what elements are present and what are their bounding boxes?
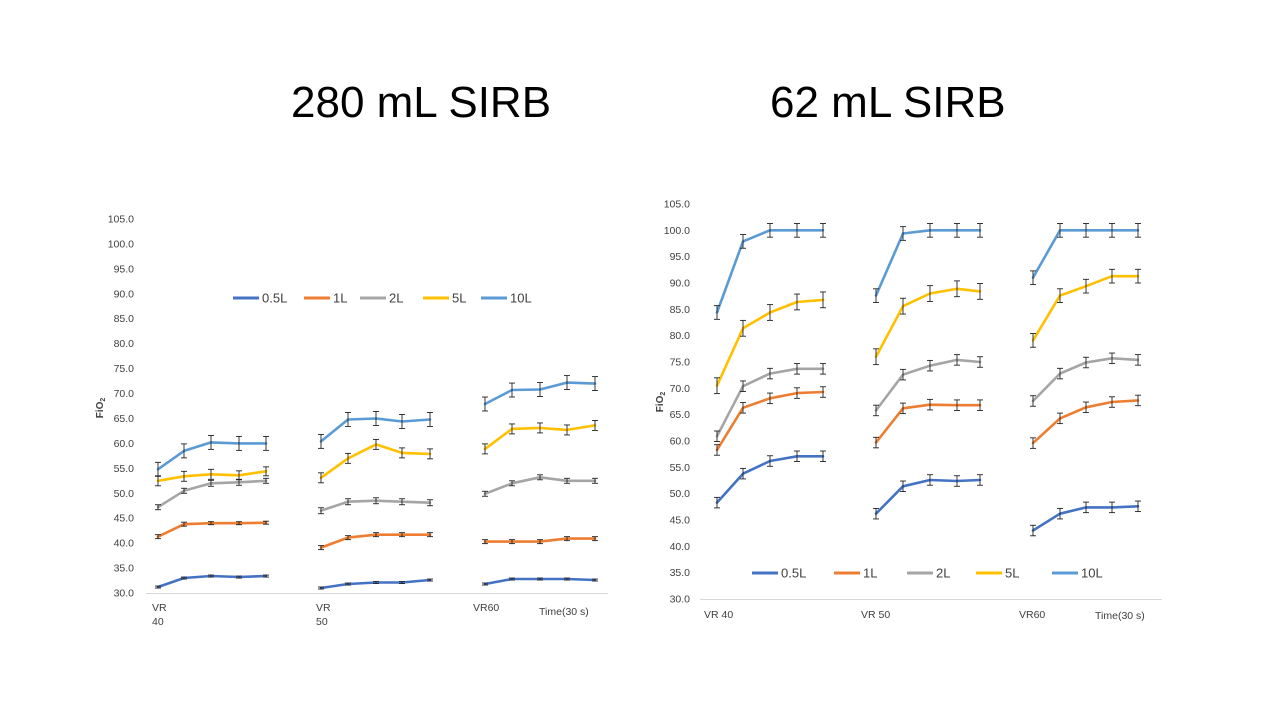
chart1-y-tick-label: 95.0 <box>114 263 135 275</box>
chart2-series-line-1L <box>874 403 982 444</box>
slide-title-62ml: 62 mL SIRB <box>770 78 1006 127</box>
chart2-y-tick-label: 35.0 <box>670 567 691 579</box>
chart1-y-tick-label: 45.0 <box>114 513 135 525</box>
chart1-y-tick-label: 85.0 <box>114 313 135 325</box>
chart1-legend-label: 10L <box>510 291 532 306</box>
chart2-y-tick-label: 100.0 <box>664 225 690 237</box>
chart2-y-tick-label: 80.0 <box>670 330 691 342</box>
chart1-x-group-label: 40 <box>152 616 164 628</box>
chart2-y-tick-label: 85.0 <box>670 304 691 316</box>
chart2-y-tick-label: 65.0 <box>670 409 691 421</box>
chart2-legend-label: 1L <box>863 566 877 581</box>
chart2-y-tick-label: 95.0 <box>670 251 691 263</box>
chart2-series-line-0.5L <box>1031 504 1140 532</box>
chart1-x-axis-title: Time(30 s) <box>539 606 589 618</box>
chart1-x-group-label: VR60 <box>473 602 499 614</box>
chart1-y-tick-label: 35.0 <box>114 563 135 575</box>
chart2-y-tick-label: 30.0 <box>670 594 691 606</box>
chart1-y-tick-label: 75.0 <box>114 363 135 375</box>
chart2-y-tick-label: 40.0 <box>670 541 691 553</box>
chart1-y-tick-label: 50.0 <box>114 488 135 500</box>
chart2-y-tick-label: 90.0 <box>670 278 691 290</box>
chart1-y-tick-label: 70.0 <box>114 388 135 400</box>
chart1-legend-label: 0.5L <box>262 291 287 306</box>
chart2-y-tick-label: 105.0 <box>664 199 690 211</box>
chart1-x-group-label: 50 <box>316 616 328 628</box>
chart2-x-group-label: VR 40 <box>704 609 733 621</box>
chart1-y-tick-label: 80.0 <box>114 338 135 350</box>
chart2-legend-label: 5L <box>1005 566 1019 581</box>
chart1-y-tick-label: 90.0 <box>114 288 135 300</box>
chart1-x-group-label: VR <box>152 602 167 614</box>
chart1-y-tick-label: 40.0 <box>114 538 135 550</box>
chart1-x-group-label: VR <box>316 602 331 614</box>
chart2-x-group-label: VR 50 <box>861 609 890 621</box>
chart2-y-tick-label: 60.0 <box>670 436 691 448</box>
chart1-y-axis-label: FiO2 <box>95 398 107 419</box>
chart2-series-line-1L <box>1031 399 1140 445</box>
chart1-series-line-10L <box>156 441 268 471</box>
chart1-y-tick-label: 65.0 <box>114 413 135 425</box>
chart1-y-tick-label: 60.0 <box>114 438 135 450</box>
chart1-series-line-10L <box>319 417 432 443</box>
chart1-y-tick-label: 55.0 <box>114 463 135 475</box>
chart2-series-line-2L <box>1031 356 1140 403</box>
chart2-y-tick-label: 75.0 <box>670 357 691 369</box>
chart1-legend-label: 1L <box>333 291 347 306</box>
chart2-y-tick-label: 45.0 <box>670 515 691 527</box>
chart2-legend-label: 10L <box>1081 566 1103 581</box>
chart2-series-line-5L <box>1031 274 1140 342</box>
chart2-legend-label: 2L <box>936 566 950 581</box>
chart2-legend-label: 0.5L <box>781 566 806 581</box>
chart2-x-axis-title: Time(30 s) <box>1095 610 1145 622</box>
chart2-y-tick-label: 50.0 <box>670 488 691 500</box>
chart2-x-group-label: VR60 <box>1019 609 1045 621</box>
chart2-y-tick-label: 70.0 <box>670 383 691 395</box>
chart1-y-tick-label: 105.0 <box>108 214 134 226</box>
chart1-y-tick-label: 100.0 <box>108 238 134 250</box>
chart1-legend-label: 5L <box>452 291 466 306</box>
chart2-y-tick-label: 55.0 <box>670 462 691 474</box>
slide-title-280ml: 280 mL SIRB <box>291 78 552 127</box>
chart1-series-line-0.5L <box>156 574 268 589</box>
chart2-series-line-5L <box>874 287 982 359</box>
chart1-y-tick-label: 30.0 <box>114 588 135 600</box>
chart2-y-axis-label: FiO2 <box>655 392 667 413</box>
chart2-series-line-2L <box>874 358 982 412</box>
chart1-series-line-2L <box>156 479 268 509</box>
chart1-legend-label: 2L <box>389 291 403 306</box>
chart1-series-line-2L <box>319 499 432 513</box>
